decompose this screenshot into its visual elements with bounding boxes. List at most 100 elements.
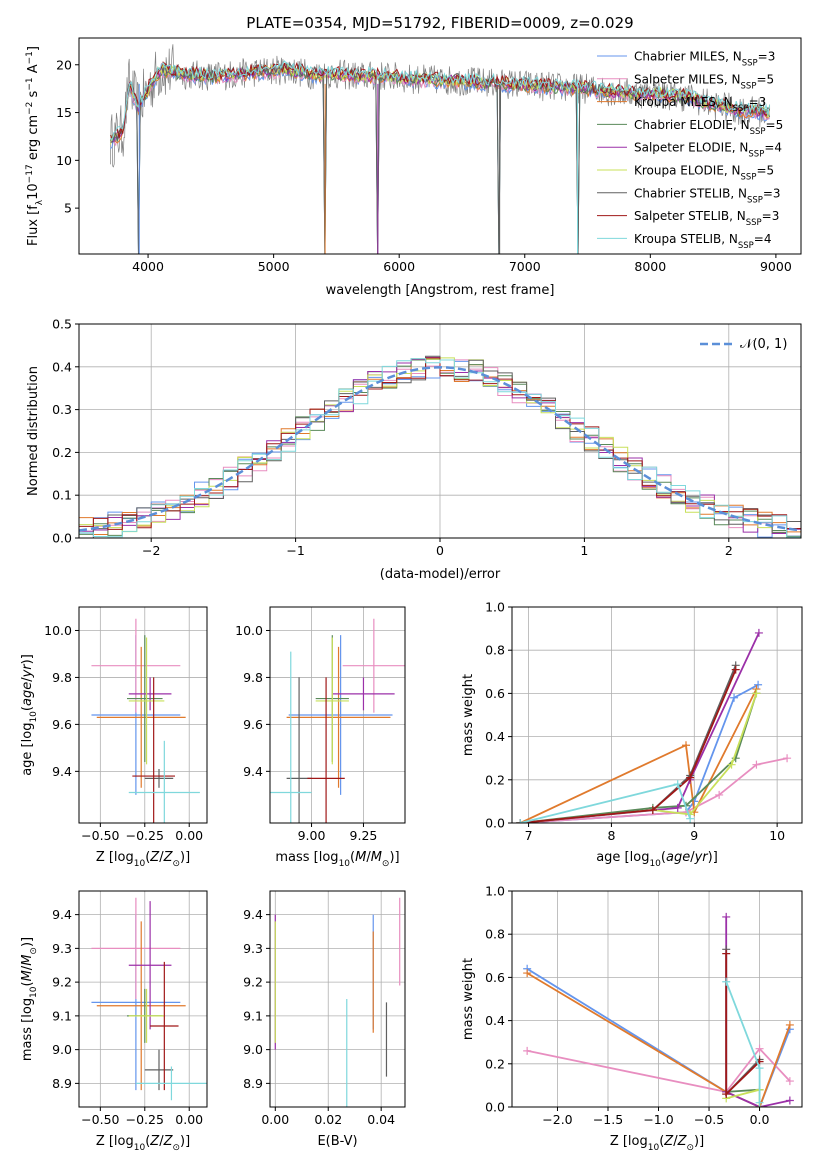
weight-marker <box>673 780 682 789</box>
x-tick-label: 0.00 <box>261 1112 289 1127</box>
y-tick-label: 0.6 <box>485 686 505 701</box>
weight-marker <box>523 969 532 978</box>
y-tick-label: 0.8 <box>485 643 505 658</box>
x-tick-label: −0.25 <box>126 1112 164 1127</box>
y-tick-label: 8.9 <box>52 1076 72 1091</box>
x-tick-label: 10 <box>769 828 785 843</box>
weight-marker <box>516 819 525 823</box>
legend-label: Salpeter MILES, NSSP=5 <box>634 72 774 91</box>
legend-label: Kroupa MILES, NSSP=3 <box>634 95 766 114</box>
y-tick-label: 0.8 <box>485 927 505 942</box>
panel-residuals: −2 −1 0 1 2 0.0 0.1 0.2 0.3 0.4 0.5 𝒩(0, 1) (data-mo… <box>26 317 802 582</box>
y-tick-label: 0.4 <box>52 359 72 374</box>
x-tick-label: 0.02 <box>314 1112 342 1127</box>
spectrum-model-line <box>110 60 771 142</box>
x-tick-label: −0.25 <box>126 828 164 843</box>
x-axis-label: Z [log10(Z/Z⊙)] <box>96 1134 190 1153</box>
x-tick-label: 7 <box>525 828 533 843</box>
y-tick-label: 9.2 <box>52 975 72 990</box>
x-tick-label: −0.5 <box>694 1112 724 1127</box>
y-tick-label: 9.6 <box>52 717 72 732</box>
x-axis-label: mass [log10(M/M⊙)] <box>275 850 399 869</box>
axes-frame <box>269 890 406 1108</box>
weight-marker <box>783 754 792 763</box>
y-axis-label: Flux [fλ10−17 erg cm−2 s−1 A−1] <box>25 46 45 246</box>
plot-area <box>516 628 792 823</box>
y-tick-label: 0.1 <box>52 488 72 503</box>
x-tick-label: 8 <box>607 828 615 843</box>
legend-label: Salpeter ELODIE, NSSP=4 <box>634 141 782 160</box>
y-tick-label: 9.8 <box>52 670 72 685</box>
y-tick-label: 0.3 <box>52 402 72 417</box>
plot-area <box>270 618 405 823</box>
weight-marker <box>752 760 761 769</box>
y-tick-label: 10.0 <box>44 623 72 638</box>
y-tick-label: 9.4 <box>243 764 263 779</box>
panel-weight_vs_Z: −2.0 −1.5 −1.0 −0.5 0.0 0.0 0.2 0.4 0.6 0.8 1.0 Z [… <box>461 884 803 1153</box>
y-tick-label: 20 <box>56 57 72 72</box>
weight-marker <box>648 806 657 815</box>
legend-label: Chabrier MILES, NSSP=3 <box>634 50 775 69</box>
panel-age_vs_Z: −0.50 −0.25 0.00 9.4 9.6 9.8 10.0 Z [log10(Z/Z⊙… <box>20 606 208 869</box>
weight-marker <box>755 1098 764 1107</box>
legend-label: Kroupa STELIB, NSSP=4 <box>634 232 772 251</box>
weight-marker <box>785 1020 794 1029</box>
plot-area <box>109 44 771 254</box>
y-axis-label: mass [log10(M/M⊙)] <box>20 937 39 1061</box>
y-axis-label: mass weight <box>461 674 476 756</box>
x-axis-label: Z [log10(Z/Z⊙)] <box>610 1134 704 1153</box>
weight-marker <box>754 628 763 637</box>
panel-age_vs_mass: 9.00 9.25 9.4 9.6 9.8 10.0 mass [log10(M/M⊙)] <box>235 606 406 869</box>
weight-marker <box>727 760 736 769</box>
weight-line <box>519 688 758 823</box>
weight-marker <box>752 689 761 698</box>
plot-area <box>523 912 794 1107</box>
y-tick-label: 0.5 <box>52 317 72 332</box>
panel-mass_vs_Z: −0.50 −0.25 0.00 8.9 9.0 9.1 9.2 9.3 9.4 Z [log10… <box>20 890 208 1153</box>
x-tick-label: 8000 <box>634 259 666 274</box>
y-tick-label: 9.4 <box>243 907 263 922</box>
weight-marker <box>686 814 695 823</box>
y-tick-label: 9.0 <box>52 1042 72 1057</box>
axes-frame <box>78 890 208 1108</box>
x-axis-label: Z [log10(Z/Z⊙)] <box>96 850 190 869</box>
x-tick-label: 7000 <box>509 259 541 274</box>
x-tick-label: 9.00 <box>298 828 326 843</box>
x-tick-label: −1 <box>286 543 304 558</box>
x-tick-label: −2.0 <box>542 1112 572 1127</box>
x-tick-label: 0.00 <box>175 1112 203 1127</box>
plot-area <box>91 897 207 1101</box>
x-tick-label: 0.04 <box>367 1112 395 1127</box>
weight-marker <box>722 912 731 921</box>
legend-label: Chabrier ELODIE, NSSP=5 <box>634 118 783 137</box>
weight-marker <box>722 977 731 986</box>
residual-histogram <box>79 358 801 538</box>
x-tick-label: −1.5 <box>593 1112 623 1127</box>
weight-marker <box>715 790 724 799</box>
x-axis-label: age [log10(age/yr)] <box>596 850 718 869</box>
weight-line <box>520 669 737 823</box>
y-tick-label: 1.0 <box>485 884 505 899</box>
x-tick-label: −0.50 <box>81 828 119 843</box>
x-axis-label: E(B-V) <box>317 1134 357 1149</box>
y-tick-label: 9.1 <box>243 1008 263 1023</box>
y-tick-label: 9.3 <box>52 941 72 956</box>
y-axis-label: mass weight <box>461 958 476 1040</box>
x-tick-label: −1.0 <box>643 1112 673 1127</box>
weight-marker <box>722 1090 731 1099</box>
x-tick-label: 5000 <box>258 259 290 274</box>
y-tick-label: 9.3 <box>243 941 263 956</box>
x-tick-label: 1 <box>580 543 588 558</box>
axes-frame <box>78 606 208 824</box>
y-tick-label: 0.0 <box>485 816 505 831</box>
figure-title: PLATE=0354, MJD=51792, FIBERID=0009, z=0… <box>246 14 633 32</box>
x-tick-label: 9000 <box>760 259 792 274</box>
axes-frame <box>511 890 803 1108</box>
weight-marker <box>673 803 682 812</box>
plot-area <box>79 355 801 538</box>
x-tick-label: 0 <box>436 543 444 558</box>
y-tick-label: 9.4 <box>52 764 72 779</box>
weight-marker <box>755 1064 764 1073</box>
spectrum-legend: Chabrier MILES, NSSP=3 Salpeter MILES, NS… <box>597 50 783 251</box>
plot-area <box>274 897 401 1107</box>
